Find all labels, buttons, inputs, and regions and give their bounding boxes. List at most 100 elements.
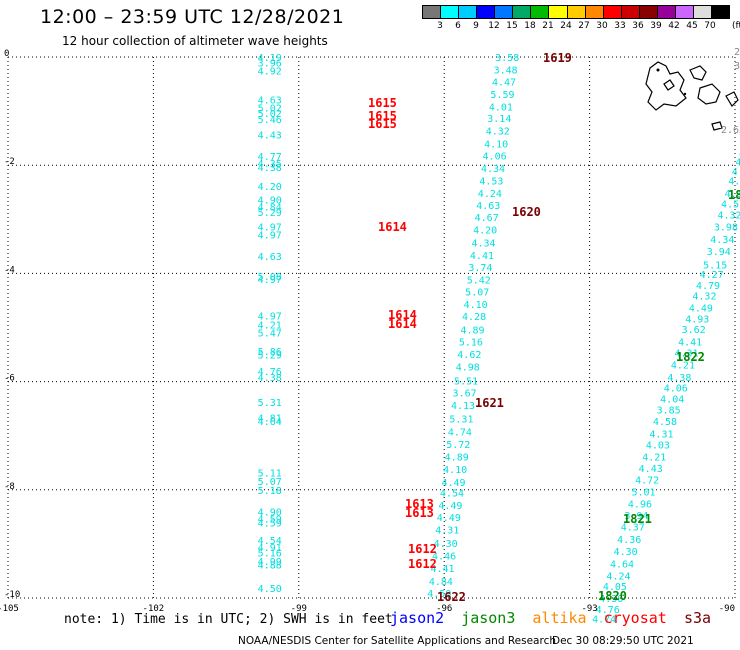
wave-height-value: 5.29 <box>258 351 282 362</box>
wave-height-value: 4.32 <box>717 211 740 222</box>
pass-time-label: 1615 <box>368 117 397 131</box>
wave-height-value: 4.89 <box>460 326 484 337</box>
wave-height-value: 5.16 <box>258 549 282 560</box>
wave-height-value: 5.31 <box>449 414 473 425</box>
wave-height-value: 4.50 <box>258 584 282 595</box>
legend-swatches <box>422 5 730 19</box>
wave-height-value: 4.41 <box>470 251 494 262</box>
timestamp-text: Dec 30 08:29:50 UTC 2021 <box>552 635 694 647</box>
wave-height-value: 3.98 <box>714 222 738 233</box>
wave-height-value: 5.51 <box>454 377 478 388</box>
wave-height-value: 4.30 <box>614 547 638 558</box>
legend-tick-label: 33 <box>614 21 626 31</box>
satellite-label-jason3: jason3 <box>461 609 516 627</box>
pass-time-label: 1613 <box>405 506 434 520</box>
island-outline <box>683 92 687 96</box>
wave-height-value: 3.58 <box>495 53 519 64</box>
legend-swatch <box>621 6 640 18</box>
wave-height-value: 4.92 <box>258 67 282 78</box>
wave-height-value: 4.76 <box>258 367 282 378</box>
pass-time-label: 1822 <box>676 350 705 364</box>
wave-height-value: 4.38 <box>258 163 282 174</box>
wave-height-value: 5.31 <box>258 398 282 409</box>
wave-height-value: 3.94 <box>707 247 731 258</box>
wave-height-value: 4.76 <box>596 605 620 616</box>
wave-height-value: 3.48 <box>494 66 518 77</box>
wave-height-value: 4.03 <box>646 440 670 451</box>
wave-height-value: 4.34 <box>471 239 495 250</box>
wave-height-value: 3.67 <box>453 389 477 400</box>
wave-height-value: 2.63 <box>721 125 740 136</box>
wave-height-value: 4.99 <box>258 557 282 568</box>
lon-tick-label: -105 <box>0 604 19 614</box>
wave-height-value: 3.96 <box>258 58 282 69</box>
legend-swatch <box>657 6 676 18</box>
pass-time-label: 1614 <box>378 220 407 234</box>
legend-tick-label: 18 <box>524 21 536 31</box>
lat-tick-label: -4 <box>4 265 15 275</box>
pass-time-label: 1621 <box>475 396 504 410</box>
wave-height-value: 4.05 <box>603 582 627 593</box>
wave-height-value: 4.59 <box>258 515 282 526</box>
wave-height-value: 4.97 <box>258 231 282 242</box>
pass-time-label: 1613 <box>405 497 434 511</box>
legend-tick-label: 21 <box>542 21 554 31</box>
wave-height-value: 5.11 <box>258 469 282 480</box>
legend-unit: (ft) <box>732 21 740 31</box>
wave-height-value: 5.07 <box>465 287 489 298</box>
pass-time-label: 1614 <box>388 308 417 322</box>
wave-height-value: 4.98 <box>456 363 480 374</box>
wave-height-value: 4.96 <box>628 499 652 510</box>
wave-height-value: 4.37 <box>621 523 645 534</box>
wave-height-value: 3.62 <box>682 325 706 336</box>
wave-height-value: 4.79 <box>696 281 720 292</box>
pass-time-labels: 1619161516151615162016141614161416211613… <box>368 51 740 604</box>
wave-height-value: 4.72 <box>635 476 659 487</box>
lat-tick-label: -2 <box>4 157 15 167</box>
credit-text: NOAA/NESDIS Center for Satellite Applica… <box>238 635 556 647</box>
pass-time-label: 1619 <box>543 51 572 65</box>
legend-tick-label: 39 <box>650 21 662 31</box>
wave-height-value: 4.31 <box>674 348 698 359</box>
pass-time-label: 18 <box>728 188 740 202</box>
wave-height-value: 4.20 <box>473 226 497 237</box>
wave-height-value: 5.18 <box>258 486 282 497</box>
wave-height-value: 5.86 <box>258 347 282 358</box>
wave-height-value: 5.16 <box>459 338 483 349</box>
legend-tick-label: 12 <box>488 21 500 31</box>
wave-height-value: 4.64 <box>258 417 282 428</box>
wave-height-value: 5.08 <box>258 272 282 283</box>
wave-height-value: 4.19 <box>258 53 282 64</box>
wave-height-value: 4.84 <box>429 577 453 588</box>
legend-tick-label: 30 <box>596 21 608 31</box>
island-outline <box>711 121 723 131</box>
legend-tick-label: 6 <box>455 21 461 31</box>
lat-tick-label: 0 <box>4 49 9 59</box>
pass-time-label: 1620 <box>512 205 541 219</box>
wave-height-value: 4.32 <box>692 292 716 303</box>
wave-height-value: 4.62 <box>457 350 481 361</box>
wave-height-value: 4.32 <box>486 127 510 138</box>
wave-height-value: 3.74 <box>468 263 492 274</box>
pass-time-label: 1821 <box>623 512 652 526</box>
pass-time-label: 1615 <box>368 96 397 110</box>
legend-swatch <box>603 6 622 18</box>
wave-height-value: 4.04 <box>660 394 684 405</box>
wave-height-value: 4.63 <box>258 252 282 263</box>
legend-swatch <box>495 6 514 18</box>
legend-swatch <box>441 6 460 18</box>
legend-tick-label: 36 <box>632 21 644 31</box>
wave-height-value: 4.64 <box>610 559 634 570</box>
wave-height-value: 5.59 <box>490 90 514 101</box>
wave-height-value: 5.72 <box>446 440 470 451</box>
pass-time-label: 1615 <box>368 109 397 123</box>
wave-height-value: 3 <box>734 61 740 72</box>
wave-height-value: 4.35 <box>258 159 282 170</box>
wave-height-value: 5.46 <box>258 115 282 126</box>
wave-height-value: 2 <box>734 47 740 58</box>
wave-height-value: 4.63 <box>476 201 500 212</box>
wave-height-value: 4.49 <box>437 513 461 524</box>
lon-tick-label: -96 <box>436 604 452 614</box>
legend-swatch <box>675 6 694 18</box>
legend-tick-label: 9 <box>473 21 479 31</box>
